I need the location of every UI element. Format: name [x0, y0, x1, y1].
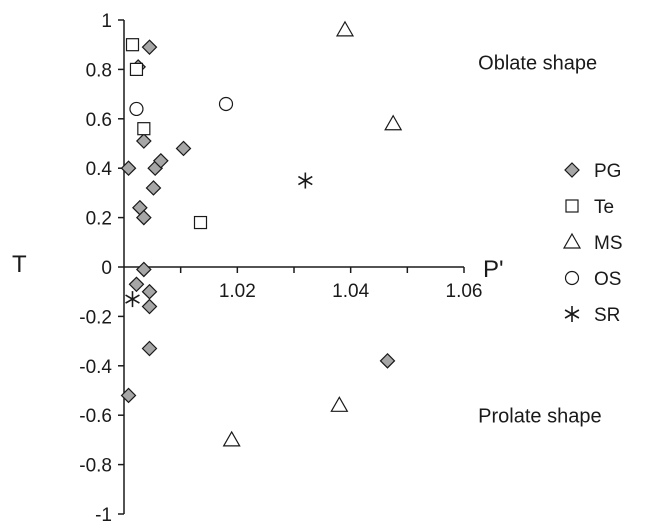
- legend-label-te: Te: [594, 197, 614, 218]
- axes: 10.80.60.40.20-0.2-0.4-0.6-0.8-1 1.02 1.0…: [79, 11, 482, 526]
- x-tick-label: 1.02: [219, 281, 256, 302]
- data-point-te: [137, 122, 151, 136]
- data-point-te: [193, 215, 208, 230]
- data-point-pg: [152, 152, 169, 169]
- legend-marker-os: [564, 270, 580, 286]
- data-point-pg: [135, 261, 152, 278]
- y-tick-label: -0.4: [79, 357, 112, 378]
- data-point-ms: [335, 20, 355, 37]
- data-points: [120, 20, 403, 447]
- data-point-pg: [141, 340, 158, 357]
- data-point-sr: [298, 172, 313, 189]
- data-point-pg: [175, 140, 192, 157]
- legend-marker-sr: [564, 306, 580, 322]
- y-tick-label: 0.8: [86, 60, 112, 81]
- y-tick-label: 0.6: [86, 110, 112, 131]
- y-tick-label: -0.2: [79, 307, 112, 328]
- data-point-os: [129, 101, 144, 117]
- data-point-te: [129, 62, 144, 77]
- data-point-pg: [120, 160, 137, 177]
- region-annotations: Oblate shape Prolate shape: [478, 52, 601, 427]
- legend-marker-te: [565, 199, 579, 213]
- legend-marker-ms: [562, 232, 582, 249]
- data-point-pg: [141, 298, 158, 315]
- data-point-ms: [330, 396, 349, 412]
- data-point-pg: [135, 209, 152, 226]
- data-point-os: [218, 96, 234, 112]
- y-tick-label: 0.2: [86, 209, 112, 230]
- legend-label-sr: SR: [594, 305, 620, 326]
- x-tick-group: 1.02 1.04 1.06: [179, 267, 483, 302]
- data-point-sr: [125, 291, 140, 308]
- data-point-pg: [141, 283, 158, 300]
- data-point-pg: [128, 276, 145, 293]
- y-tick-label: -0.8: [79, 456, 112, 477]
- legend-label-os: OS: [594, 269, 621, 290]
- region-annotation: Prolate shape: [478, 406, 601, 428]
- data-point-pg: [141, 39, 158, 56]
- data-point-pg: [135, 133, 152, 149]
- y-tick-label: -0.6: [79, 406, 112, 427]
- data-point-pg: [120, 387, 137, 404]
- data-point-te: [125, 38, 140, 52]
- y-tick-label: 0.4: [86, 159, 113, 180]
- y-tick-group: 1 0.8 0.6 0.4 0.2 0 -0.2 -0.4 -0.6 -0.8 -1: [79, 11, 124, 526]
- data-point-ms: [384, 114, 403, 131]
- data-point-ms: [222, 430, 241, 447]
- y-axis-label: T: [12, 251, 27, 278]
- legend: PG Te MS OS SR: [562, 161, 623, 326]
- x-tick-label: 1.04: [332, 281, 369, 302]
- y-tick-label: 0: [101, 258, 112, 279]
- legend-label-pg: PG: [594, 161, 621, 182]
- data-point-pg: [379, 353, 396, 369]
- legend-label-ms: MS: [594, 233, 623, 254]
- y-tick-label: 1: [101, 11, 112, 32]
- x-tick-label: 1.06: [446, 281, 483, 302]
- data-point-pg: [145, 180, 162, 196]
- region-annotation: Oblate shape: [478, 52, 597, 74]
- x-axis-label: P': [483, 256, 504, 283]
- legend-marker-pg: [564, 162, 580, 178]
- y-tick-label: -1: [95, 505, 112, 526]
